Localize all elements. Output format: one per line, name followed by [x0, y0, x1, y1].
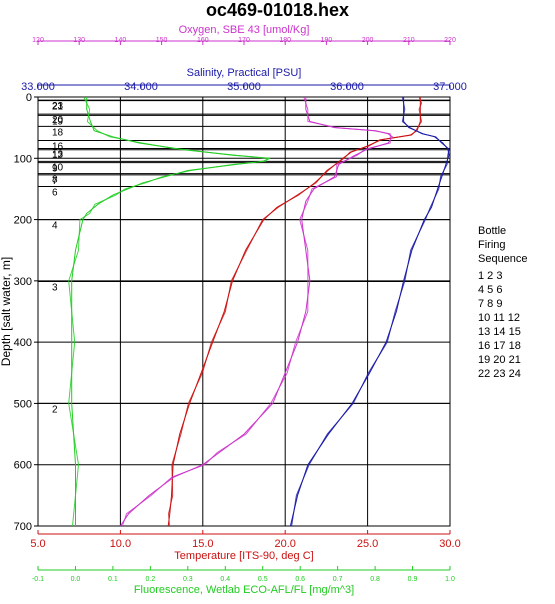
salinity-tick-label: 33.000	[21, 81, 55, 93]
oxygen-tick-label: 220	[444, 37, 456, 44]
fluorescence-tick-label: 0.7	[333, 576, 343, 583]
oxygen-tick-label: 160	[197, 37, 209, 44]
bottle-firing-label: 6	[52, 187, 58, 198]
bottle-firing-label: 10	[52, 162, 64, 173]
oxygen-tick-label: 210	[403, 37, 415, 44]
oxygen-tick-label: 200	[362, 37, 374, 44]
fluorescence-tick-label: 0.9	[408, 576, 418, 583]
legend-row: 1 2 3	[478, 270, 502, 282]
y-tick-label: 100	[14, 153, 32, 165]
legend-title-line: Sequence	[478, 253, 528, 265]
legend-row: 22 23 24	[478, 368, 521, 380]
oxygen-tick-label: 150	[156, 37, 168, 44]
fluorescence-tick-label: 0.4	[220, 576, 230, 583]
legend-row: 13 14 15	[478, 326, 521, 338]
fluorescence-tick-label: 0.2	[145, 576, 155, 583]
series-line-fluorescence	[71, 97, 271, 526]
oxygen-tick-label: 190	[321, 37, 333, 44]
salinity-tick-label: 36.000	[330, 81, 364, 93]
y-axis-label: Depth [salt water, m]	[0, 257, 13, 366]
salinity-tick-label: 35.000	[227, 81, 261, 93]
oxygen-axis-label: Oxygen, SBE 43 [umol/Kg]	[179, 24, 310, 36]
oxygen-tick-label: 170	[238, 37, 250, 44]
y-tick-label: 200	[14, 215, 32, 227]
series-trace-fluorescence	[68, 96, 268, 527]
salinity-axis-label: Salinity, Practical [PSU]	[187, 67, 302, 79]
temperature-tick-label: 5.0	[30, 538, 45, 550]
plot-area	[37, 96, 451, 527]
series-trace-salinity	[291, 96, 450, 527]
temperature-tick-label: 30.0	[439, 538, 460, 550]
series-trace-temperature	[168, 96, 423, 527]
fluorescence-tick-label: -0.1	[32, 576, 44, 583]
fluorescence-tick-label: 0.5	[258, 576, 268, 583]
oxygen-tick-label: 130	[73, 37, 85, 44]
bottle-firing-label: 9	[52, 164, 58, 175]
temperature-axis-label: Temperature [ITS-90, deg C]	[174, 550, 313, 562]
bottle-firing-label: 3	[52, 282, 58, 293]
legend-row: 4 5 6	[478, 284, 502, 296]
legend-title-line: Firing	[478, 239, 506, 251]
fluorescence-tick-label: 0.8	[370, 576, 380, 583]
bottle-firing-label: 20	[52, 115, 64, 126]
temperature-tick-label: 20.0	[274, 538, 295, 550]
y-tick-label: 300	[14, 276, 32, 288]
y-tick-label: 700	[14, 521, 32, 533]
bottle-firing-label: 18	[52, 127, 64, 138]
oxygen-tick-label: 120	[32, 37, 44, 44]
bottle-firing-label: 19	[52, 116, 64, 127]
bottle-firing-label: 16	[52, 142, 64, 153]
oxygen-tick-label: 140	[115, 37, 127, 44]
salinity-tick-label: 37.000	[433, 81, 467, 93]
temperature-tick-label: 25.0	[357, 538, 378, 550]
bottle-firing-label: 4	[52, 221, 58, 232]
y-tick-label: 600	[14, 460, 32, 472]
legend-row: 10 11 12	[478, 312, 520, 324]
fluorescence-tick-label: 0.3	[183, 576, 193, 583]
legend-row: 19 20 21	[478, 354, 521, 366]
fluorescence-tick-label: 1.0	[445, 576, 455, 583]
bottle-firing-label: 21	[52, 102, 64, 113]
fluorescence-tick-label: 0.0	[71, 576, 81, 583]
series-trace-oxygen	[121, 96, 391, 527]
bottle-firing-label: 8	[52, 175, 58, 186]
bottle-firing-label: 13	[52, 149, 64, 160]
bottle-firing-label: 7	[52, 176, 58, 187]
bottle-firing-label: 12	[52, 151, 64, 162]
legend-row: 7 8 9	[478, 298, 502, 310]
y-tick-label: 0	[26, 92, 32, 104]
chart-title: oc469-01018.hex	[205, 0, 350, 20]
salinity-tick-label: 34.000	[124, 81, 158, 93]
bottle-firing-label: 2	[52, 404, 58, 415]
fluorescence-axis-label: Fluorescence, Wetlab ECO-AFL/FL [mg/m^3]	[134, 584, 354, 596]
temperature-tick-label: 10.0	[110, 538, 131, 550]
fluorescence-tick-label: 0.6	[295, 576, 305, 583]
y-tick-label: 500	[14, 398, 32, 410]
y-tick-label: 400	[14, 337, 32, 349]
bottle-firing-label: 23	[52, 101, 64, 112]
legend-row: 16 17 18	[478, 340, 521, 352]
legend-title-line: Bottle	[478, 225, 506, 237]
fluorescence-tick-label: 0.1	[108, 576, 118, 583]
oxygen-tick-label: 180	[279, 37, 291, 44]
temperature-tick-label: 15.0	[192, 538, 213, 550]
